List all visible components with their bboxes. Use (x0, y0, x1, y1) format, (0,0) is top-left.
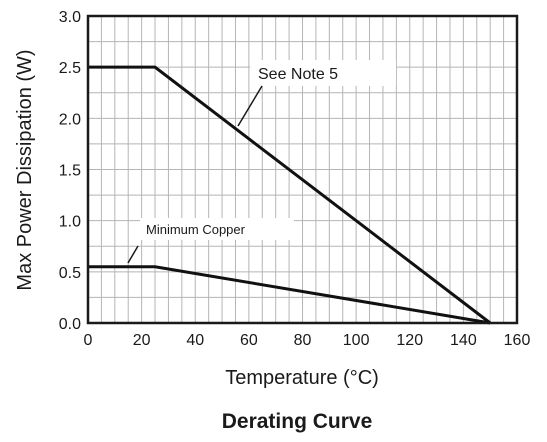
x-tick-label: 160 (504, 332, 531, 349)
y-tick-label: 0.0 (59, 316, 81, 333)
y-tick-label: 2.0 (59, 111, 81, 128)
y-tick-labels: 0.0 0.5 1.0 1.5 2.0 2.5 3.0 (59, 9, 81, 333)
y-tick-label: 0.5 (59, 265, 81, 282)
y-axis-title: Max Power Dissipation (W) (14, 49, 36, 290)
chart-title: Derating Curve (222, 410, 373, 433)
series-line-0 (88, 65, 492, 325)
y-tick-label: 2.5 (59, 60, 81, 77)
annotation-note5: See Note 5 (258, 66, 338, 83)
x-tick-label: 40 (186, 332, 204, 349)
series-lines (88, 65, 492, 325)
leader-line-note5 (237, 85, 263, 127)
annotation-box-note5 (250, 60, 396, 86)
plot-frame (86, 14, 519, 325)
leader-line-min-copper (127, 245, 139, 264)
x-tick-label: 20 (133, 332, 151, 349)
y-tick-label: 1.0 (59, 214, 81, 231)
y-tick-label: 3.0 (59, 9, 81, 26)
annotation-min-copper: Minimum Copper (146, 222, 246, 237)
annotation-box-min-copper (140, 218, 294, 240)
x-tick-label: 80 (294, 332, 312, 349)
x-tick-label: 140 (450, 332, 477, 349)
y-tick-label: 1.5 (59, 163, 81, 180)
x-axis-title: Temperature (°C) (225, 367, 379, 389)
x-tick-label: 120 (396, 332, 423, 349)
x-tick-label: 100 (343, 332, 370, 349)
x-tick-labels: 0 20 40 60 80 100 120 140 160 (84, 332, 531, 349)
x-tick-label: 60 (240, 332, 258, 349)
series-line-1 (88, 265, 491, 325)
x-tick-label: 0 (84, 332, 93, 349)
